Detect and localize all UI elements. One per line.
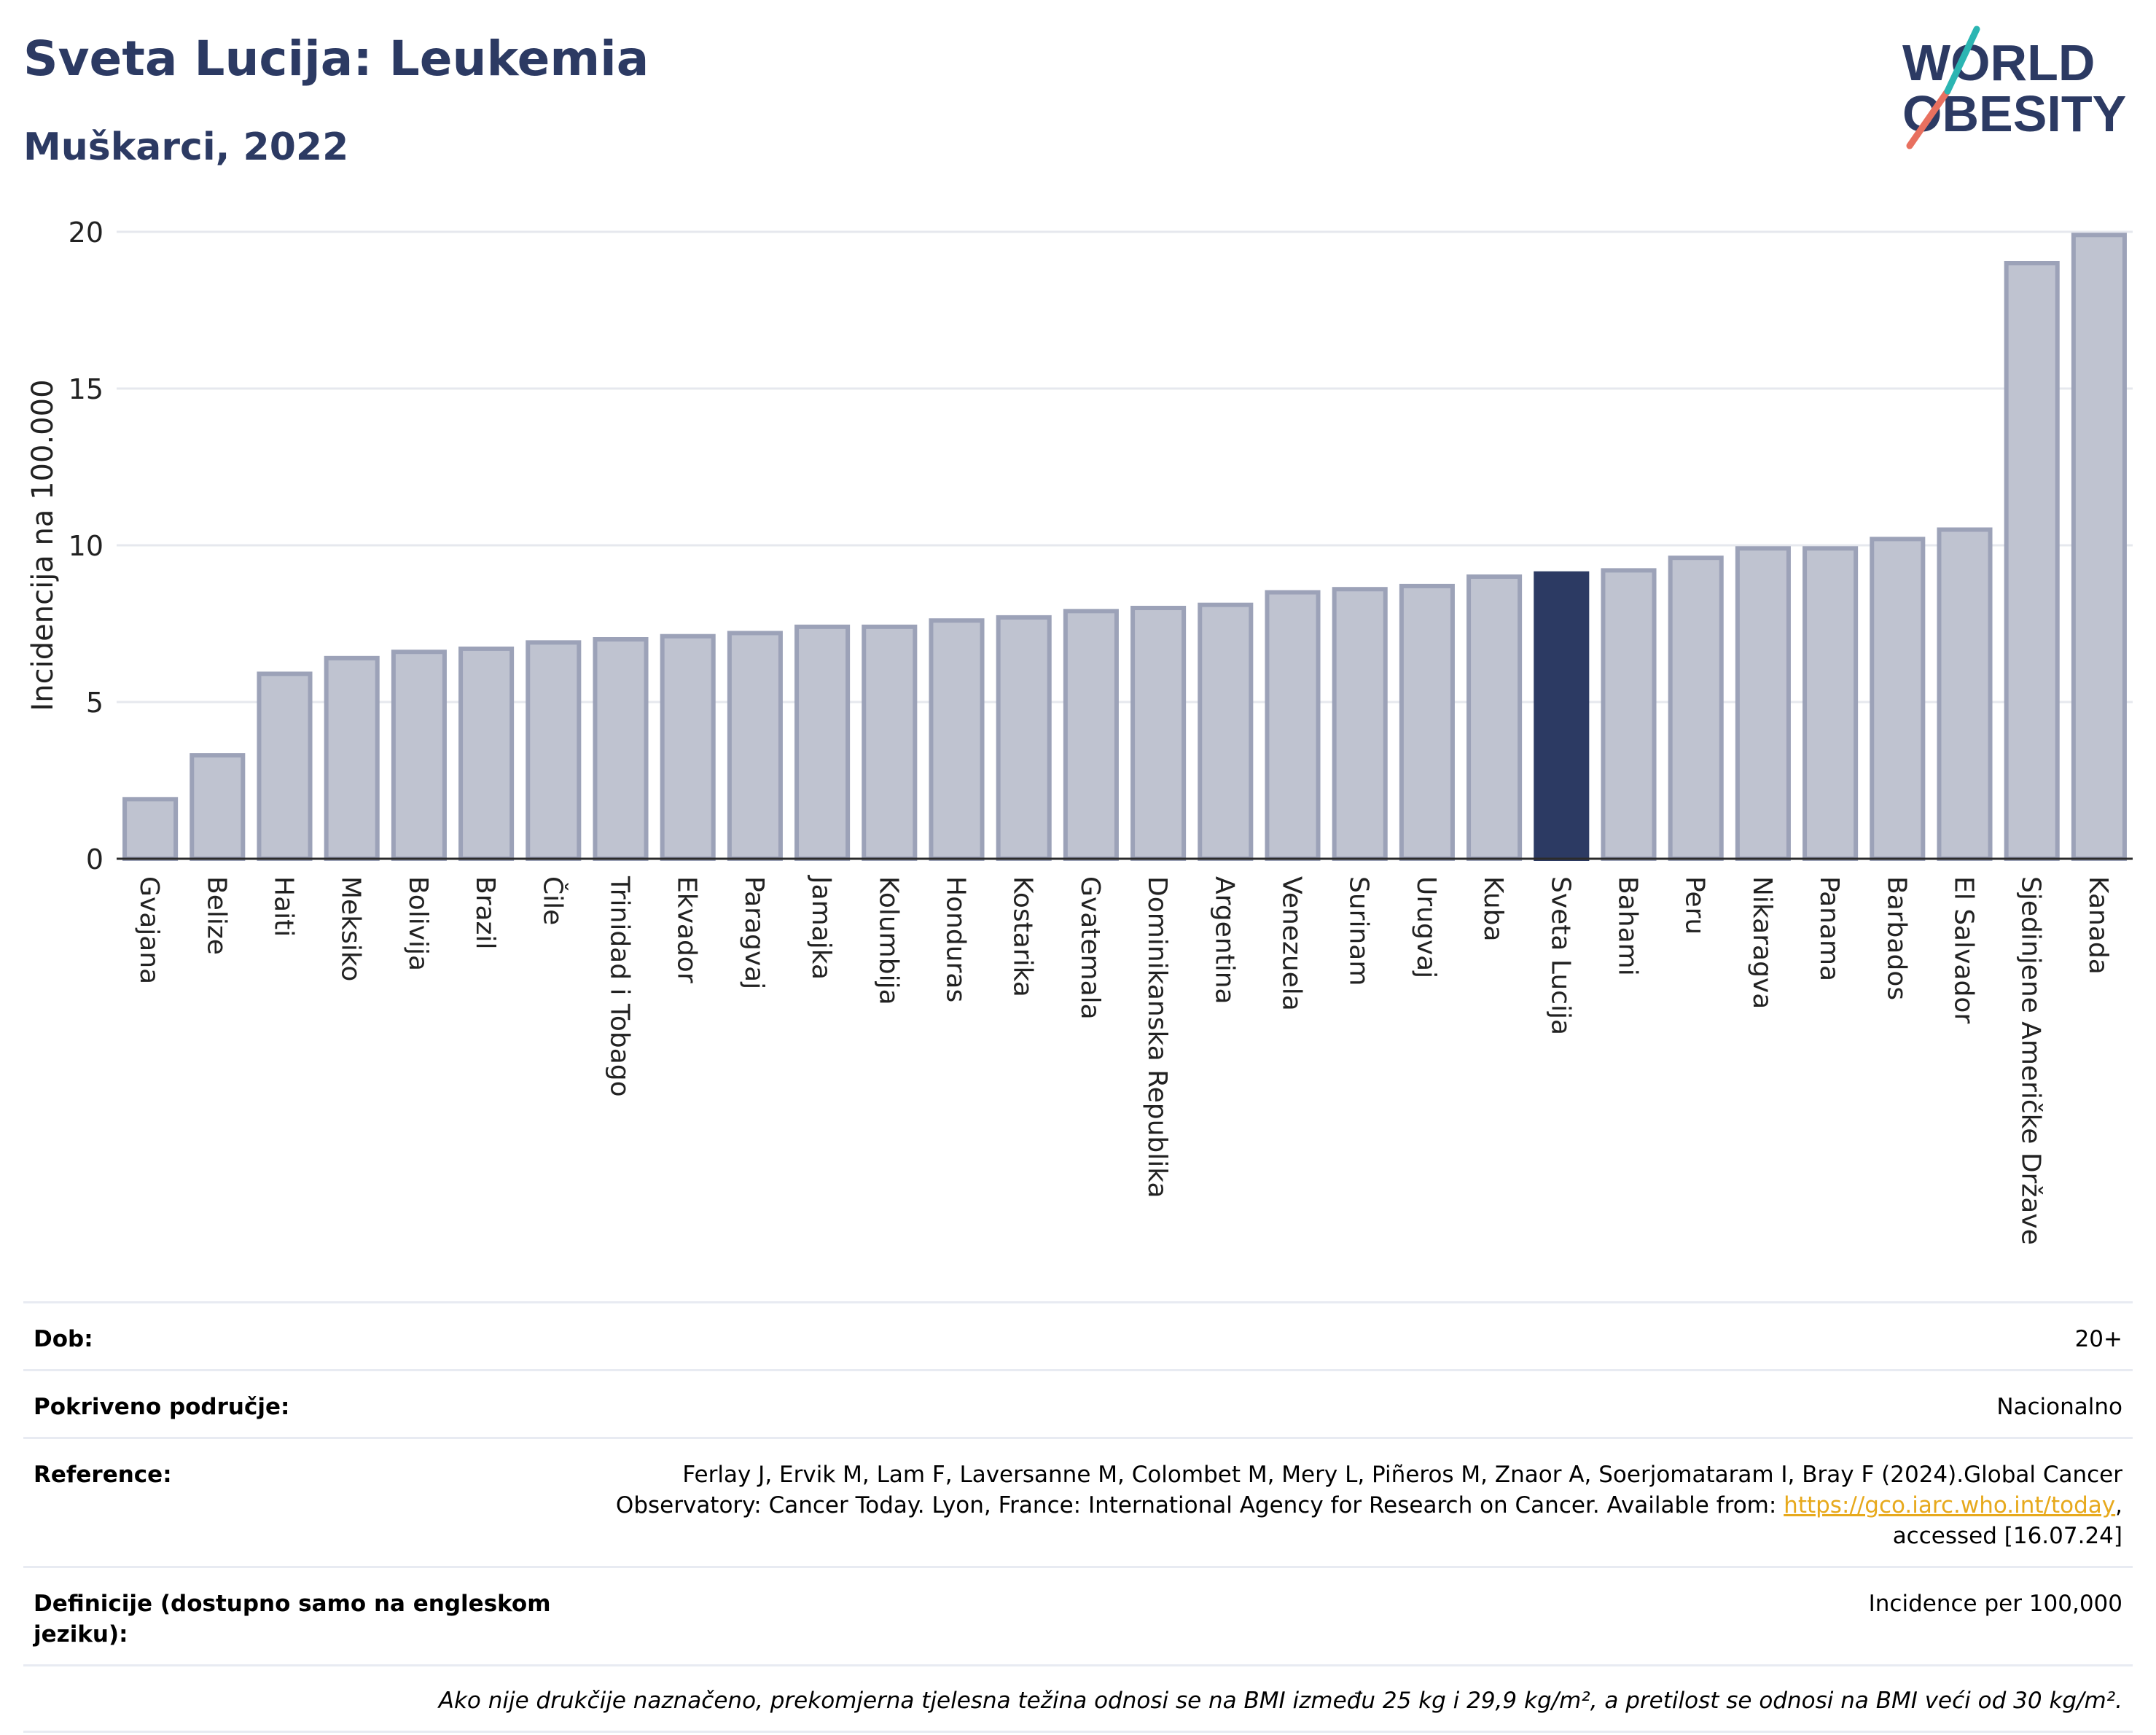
bar-chart: 0 5 10 15 20 Incidencija na 100.000 Gvajana Bel… — [26, 217, 2133, 1245]
bar — [1130, 606, 1187, 861]
bar — [1937, 527, 1993, 861]
x-tick-label: Gvatemala — [1075, 876, 1105, 1020]
bar — [1802, 546, 1859, 861]
x-tick-label: Panama — [1814, 876, 1844, 981]
world-obesity-logo: WORLD OBESITY — [1902, 26, 2126, 149]
footnote: Ako nije drukčije naznačeno, prekomjerna… — [23, 1664, 2133, 1733]
logo-slash-coral — [1906, 87, 1951, 149]
chart-subtitle: Muškarci, 2022 — [23, 125, 349, 169]
x-tick-label: Bolivija — [403, 876, 433, 971]
x-tick-label: Dominikanska Republika — [1142, 876, 1172, 1198]
y-tick-label: 15 — [69, 373, 103, 405]
bar — [862, 624, 918, 861]
bar — [727, 631, 783, 862]
meta-value: Incidence per 100,000 — [1868, 1591, 2122, 1617]
x-tick-label: Barbados — [1881, 876, 1911, 1000]
x-tick-label: Kostarika — [1008, 876, 1038, 997]
x-tick-label: Venezuela — [1277, 876, 1307, 1011]
bar — [1668, 555, 1724, 861]
meta-key: Reference: — [34, 1462, 172, 1488]
bar — [2071, 233, 2127, 861]
bar — [257, 671, 313, 861]
bar — [190, 753, 246, 861]
chart-title: Sveta Lucija: Leukemia — [23, 31, 649, 87]
meta-value: 20+ — [2074, 1326, 2122, 1352]
x-tick-label: El Salvador — [1949, 876, 1979, 1024]
logo-slash-teal — [1944, 26, 1980, 95]
y-tick-label: 10 — [69, 530, 103, 562]
bar — [1399, 583, 1455, 862]
bar — [2004, 261, 2060, 861]
bar — [458, 646, 515, 862]
y-tick-label: 5 — [86, 687, 103, 719]
meta-row-age: Dob: 20+ — [23, 1301, 2133, 1369]
bar — [1265, 590, 1321, 861]
x-tick-label: Peru — [1680, 876, 1710, 935]
x-tick-label: Ekvador — [672, 876, 702, 983]
meta-key: Definicije (dostupno samo na engleskom j… — [34, 1591, 551, 1648]
x-tick-label: Trinidad i Tobago — [605, 876, 635, 1097]
bar — [929, 618, 985, 861]
bar — [593, 637, 649, 861]
meta-key: Pokriveno područje: — [34, 1394, 290, 1420]
x-tick-label: Jamajka — [806, 875, 836, 980]
reference-accessed: , accessed [16.07.24] — [1892, 1492, 2122, 1549]
metadata-table: Dob: 20+ Pokriveno područje: Nacionalno … — [23, 1301, 2133, 1733]
bar — [391, 650, 447, 861]
x-tick-label: Paragvaj — [739, 876, 769, 989]
bar — [1466, 574, 1523, 861]
bar — [526, 640, 582, 861]
bar — [122, 797, 179, 862]
x-tick-label: Honduras — [941, 876, 971, 1002]
meta-row-definitions: Definicije (dostupno samo na engleskom j… — [23, 1566, 2133, 1664]
reference-link[interactable]: https://gco.iarc.who.int/today — [1784, 1492, 2116, 1518]
meta-row-coverage: Pokriveno područje: Nacionalno — [23, 1369, 2133, 1437]
x-tick-label: Argentina — [1209, 876, 1239, 1005]
bar — [1332, 587, 1388, 861]
bar — [1601, 568, 1657, 862]
bar — [324, 655, 380, 861]
meta-value: Nacionalno — [1996, 1394, 2122, 1420]
x-tick-label: Brazil — [470, 876, 500, 949]
x-tick-label: Haiti — [269, 876, 299, 937]
y-tick-label: 20 — [69, 217, 103, 249]
bar — [1534, 571, 1590, 861]
x-tick-label: Meksiko — [336, 876, 366, 981]
bar — [794, 624, 851, 861]
x-tick-label: Čile — [537, 876, 568, 925]
x-tick-label: Urugvaj — [1411, 876, 1441, 978]
x-tick-label: Belize — [201, 876, 231, 955]
bar — [1198, 602, 1254, 861]
logo-text-world: WORLD — [1902, 34, 2095, 91]
meta-value: Ferlay J, Ervik M, Lam F, Laversanne M, … — [563, 1459, 2122, 1551]
y-tick-label: 0 — [86, 843, 103, 876]
bar — [660, 633, 716, 861]
logo-text-obesity: OBESITY — [1902, 85, 2126, 142]
meta-row-reference: Reference: Ferlay J, Ervik M, Lam F, Lav… — [23, 1437, 2133, 1566]
x-tick-label: Sjedinjene Američke Države — [2016, 876, 2046, 1245]
x-tick-label: Kolumbija — [873, 876, 903, 1005]
x-tick-label: Kanada — [2083, 876, 2113, 975]
meta-key: Dob: — [34, 1326, 93, 1352]
x-tick-label: Gvajana — [134, 876, 164, 984]
bar — [1063, 609, 1119, 861]
bar — [1735, 546, 1791, 861]
x-tick-label: Kuba — [1478, 876, 1508, 942]
reference-text: Ferlay J, Ervik M, Lam F, Laversanne M, … — [615, 1462, 2122, 1518]
x-tick-label: Sveta Lucija — [1545, 876, 1575, 1035]
bar — [1870, 537, 1926, 862]
x-tick-label: Nikaragva — [1747, 876, 1777, 1009]
x-tick-label: Surinam — [1344, 876, 1374, 986]
bar — [996, 615, 1052, 862]
y-axis-label: Incidencija na 100.000 — [26, 379, 60, 711]
x-tick-label: Bahami — [1613, 876, 1643, 976]
